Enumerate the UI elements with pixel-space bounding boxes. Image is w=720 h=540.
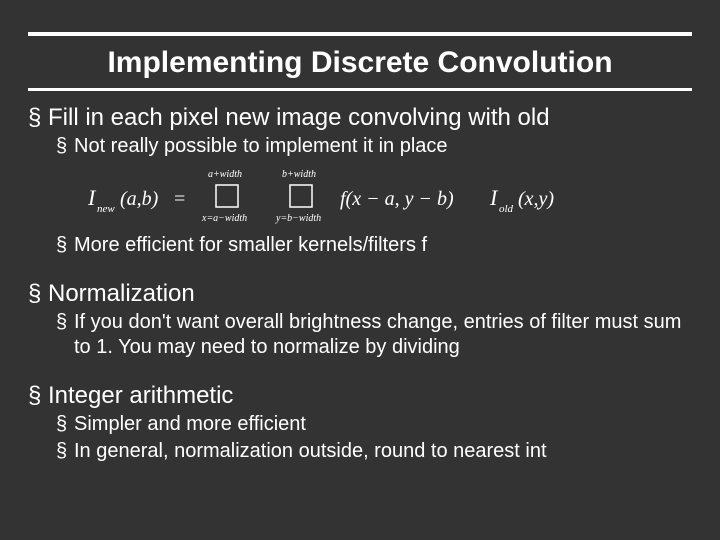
slide: Implementing Discrete Convolution § Fill…	[0, 32, 720, 540]
formula-lhs-base: I	[88, 185, 97, 210]
formula-sum2-upper: b+width	[282, 169, 316, 180]
bullet-level2: § More efficient for smaller kernels/fil…	[56, 233, 692, 257]
bullet-text: Normalization	[48, 279, 692, 308]
top-rule	[28, 32, 692, 36]
section-sign-icon: §	[28, 381, 48, 410]
section-sign-icon: §	[56, 310, 74, 359]
summation-box-icon	[290, 185, 312, 207]
formula-f-term: f(x − a, y − b)	[340, 188, 454, 210]
spacer	[28, 361, 692, 375]
bullet-level2: § Simpler and more efficient	[56, 412, 692, 436]
section-sign-icon: §	[56, 134, 74, 158]
section-sign-icon: §	[56, 233, 74, 257]
section-sign-icon: §	[28, 279, 48, 308]
formula-lhs-sub: new	[97, 203, 115, 215]
section-sign-icon: §	[56, 439, 74, 463]
bullet-text: Fill in each pixel new image convolving …	[48, 103, 692, 132]
slide-body: § Fill in each pixel new image convolvin…	[0, 103, 720, 463]
bullet-level1: § Fill in each pixel new image convolvin…	[28, 103, 692, 132]
title-underline	[28, 88, 692, 91]
summation-box-icon	[216, 185, 238, 207]
formula-sum2-lower: y=b−width	[275, 213, 321, 224]
bullet-level2: § Not really possible to implement it in…	[56, 134, 692, 158]
convolution-formula: I new (a,b) = a+width x=a−width b+width …	[88, 165, 692, 229]
bullet-text: Integer arithmetic	[48, 381, 692, 410]
formula-lhs-args: (a,b)	[120, 188, 159, 210]
formula-iold-args: (x,y)	[518, 188, 554, 210]
bullet-level2: § If you don't want overall brightness c…	[56, 310, 692, 359]
formula-iold-sub: old	[499, 203, 514, 215]
formula-equals: =	[174, 188, 185, 210]
bullet-text: Simpler and more efficient	[74, 412, 692, 436]
formula-sum1-upper: a+width	[208, 169, 242, 180]
slide-title: Implementing Discrete Convolution	[0, 46, 720, 80]
bullet-level1: § Normalization	[28, 279, 692, 308]
bullet-text: If you don't want overall brightness cha…	[74, 310, 692, 359]
section-sign-icon: §	[28, 103, 48, 132]
formula-sum1-lower: x=a−width	[201, 213, 247, 224]
spacer	[28, 259, 692, 273]
bullet-text: Not really possible to implement it in p…	[74, 134, 692, 158]
formula-iold-base: I	[489, 185, 499, 210]
bullet-level1: § Integer arithmetic	[28, 381, 692, 410]
formula-svg: I new (a,b) = a+width x=a−width b+width …	[88, 165, 608, 229]
section-sign-icon: §	[56, 412, 74, 436]
bullet-level2: § In general, normalization outside, rou…	[56, 439, 692, 463]
bullet-text: In general, normalization outside, round…	[74, 439, 692, 463]
bullet-text: More efficient for smaller kernels/filte…	[74, 233, 692, 257]
